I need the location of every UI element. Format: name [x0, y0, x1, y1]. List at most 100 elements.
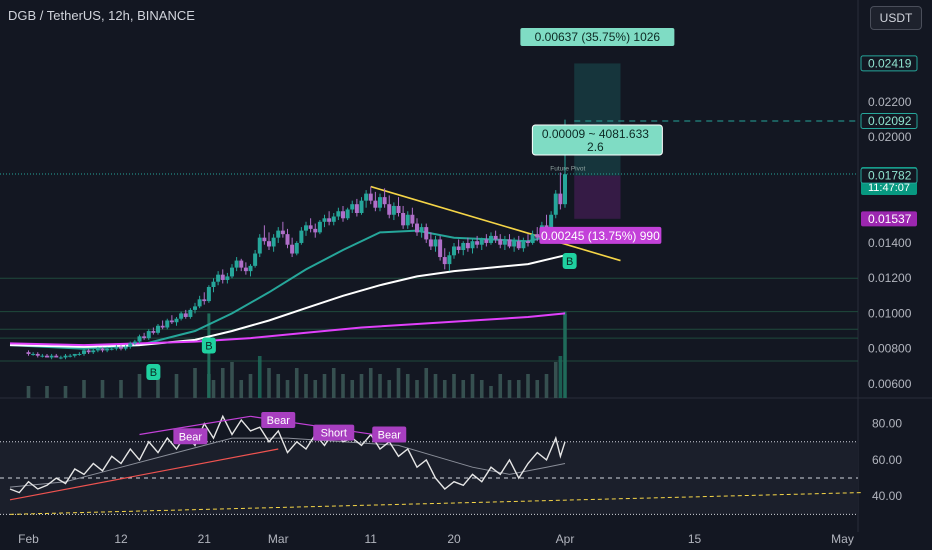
volume-bar [387, 380, 392, 398]
candle-body [262, 237, 267, 242]
volume-bar [294, 368, 299, 398]
price-badge [860, 113, 918, 130]
volume-bar [45, 386, 49, 398]
volume-bar [433, 374, 438, 398]
candle-body [63, 355, 68, 358]
candle-body [160, 325, 165, 328]
candle-body [368, 193, 373, 201]
price-tick-label: 0.02200 [868, 95, 912, 109]
rsi-signal-label: Short [321, 428, 347, 440]
rsi-tick-label: 40.00 [872, 489, 902, 503]
volume-bar [82, 380, 86, 398]
candle-body [359, 200, 364, 213]
candle-body [331, 216, 336, 222]
candle-body [248, 265, 253, 272]
pivot-label: Future Pivot [550, 166, 585, 173]
candle-body [132, 341, 137, 344]
candle-body [317, 221, 322, 233]
moving-averages [9, 229, 566, 350]
candle-body [49, 355, 54, 358]
candle-body [516, 241, 521, 249]
time-tick-label: 20 [447, 532, 461, 546]
currency-button[interactable]: USDT [870, 6, 922, 30]
volume-bar [526, 374, 530, 398]
candle-body [280, 230, 285, 235]
candle-body [211, 281, 216, 287]
candle-body [419, 227, 424, 233]
candle-body [146, 331, 151, 339]
volume-bar [350, 380, 355, 398]
candle-body [470, 241, 475, 249]
rsi-panel: Bear Bear Short Bear [0, 411, 862, 515]
chart-title: DGB / TetherUS, 12h, BINANCE [8, 8, 195, 23]
volume-bar [461, 380, 466, 398]
time-tick-label: May [831, 532, 854, 546]
candle-body [308, 225, 313, 229]
candle-body [216, 274, 221, 282]
time-tick-label: 11 [365, 532, 378, 546]
time-axis[interactable]: Feb 12 21 Mar 11 20 Apr 15 May [18, 532, 854, 546]
time-tick-label: Feb [18, 532, 39, 546]
candle-body [378, 197, 382, 208]
loss-zone [574, 175, 621, 219]
candle-body [382, 197, 387, 205]
rsi-divergence-line [139, 415, 251, 436]
rsi-signal-label-box [261, 411, 296, 428]
candle-body [285, 234, 290, 245]
price-axis[interactable]: 0.02200 0.02000 0.01400 0.01200 0.01000 0.008… [860, 55, 918, 503]
volume-bar [26, 386, 31, 398]
candle-body [465, 242, 470, 249]
time-tick-label: 15 [688, 532, 702, 546]
candle-body [484, 239, 489, 243]
volume-bar [137, 374, 142, 398]
candle-body [489, 235, 493, 243]
buy-marker [562, 252, 577, 269]
volume-bar [424, 368, 429, 398]
volume-bar [174, 374, 179, 398]
volume-bar [257, 356, 262, 398]
candle-body [428, 239, 433, 247]
volume-bar [415, 380, 419, 398]
volume-bar [341, 374, 345, 398]
candle-body [447, 255, 452, 265]
candle-body [438, 239, 443, 258]
candle-body [169, 320, 174, 323]
rsi-signal-label-box [313, 424, 355, 441]
rsi-support-line [9, 448, 279, 501]
rsi-lower-trendline [9, 492, 862, 515]
candle-body [391, 205, 396, 215]
candle-body [142, 336, 147, 339]
volume-bar [100, 380, 105, 398]
candle-body [456, 246, 461, 250]
volume-bar [378, 374, 382, 398]
candle-body [225, 276, 230, 280]
volume-spike [563, 311, 567, 398]
candle-body [553, 193, 558, 215]
candle-body [327, 218, 332, 222]
time-tick-label: Apr [556, 532, 575, 546]
candle-body [512, 241, 517, 247]
candle-body [54, 355, 59, 358]
candle-body [424, 227, 429, 240]
candle-body [396, 205, 401, 213]
volume-bar [535, 380, 540, 398]
candle-body [165, 320, 170, 328]
candle-body [257, 237, 262, 254]
candle-body [183, 313, 188, 317]
volume-bar [489, 386, 493, 398]
candle-body [410, 214, 415, 224]
rsi-signal-label: Bear [378, 429, 402, 441]
candle-body [253, 253, 258, 266]
volume-spike [207, 313, 211, 398]
volume-bar [558, 356, 563, 398]
volume-bar [507, 380, 512, 398]
price-tick-label: 0.01000 [868, 306, 912, 320]
candle-body [493, 235, 498, 240]
candles [26, 119, 567, 360]
candle-body [100, 348, 105, 351]
loss-label-box [539, 226, 662, 244]
candle-body [188, 309, 193, 317]
candle-body [452, 246, 456, 256]
candle-body [442, 257, 447, 265]
